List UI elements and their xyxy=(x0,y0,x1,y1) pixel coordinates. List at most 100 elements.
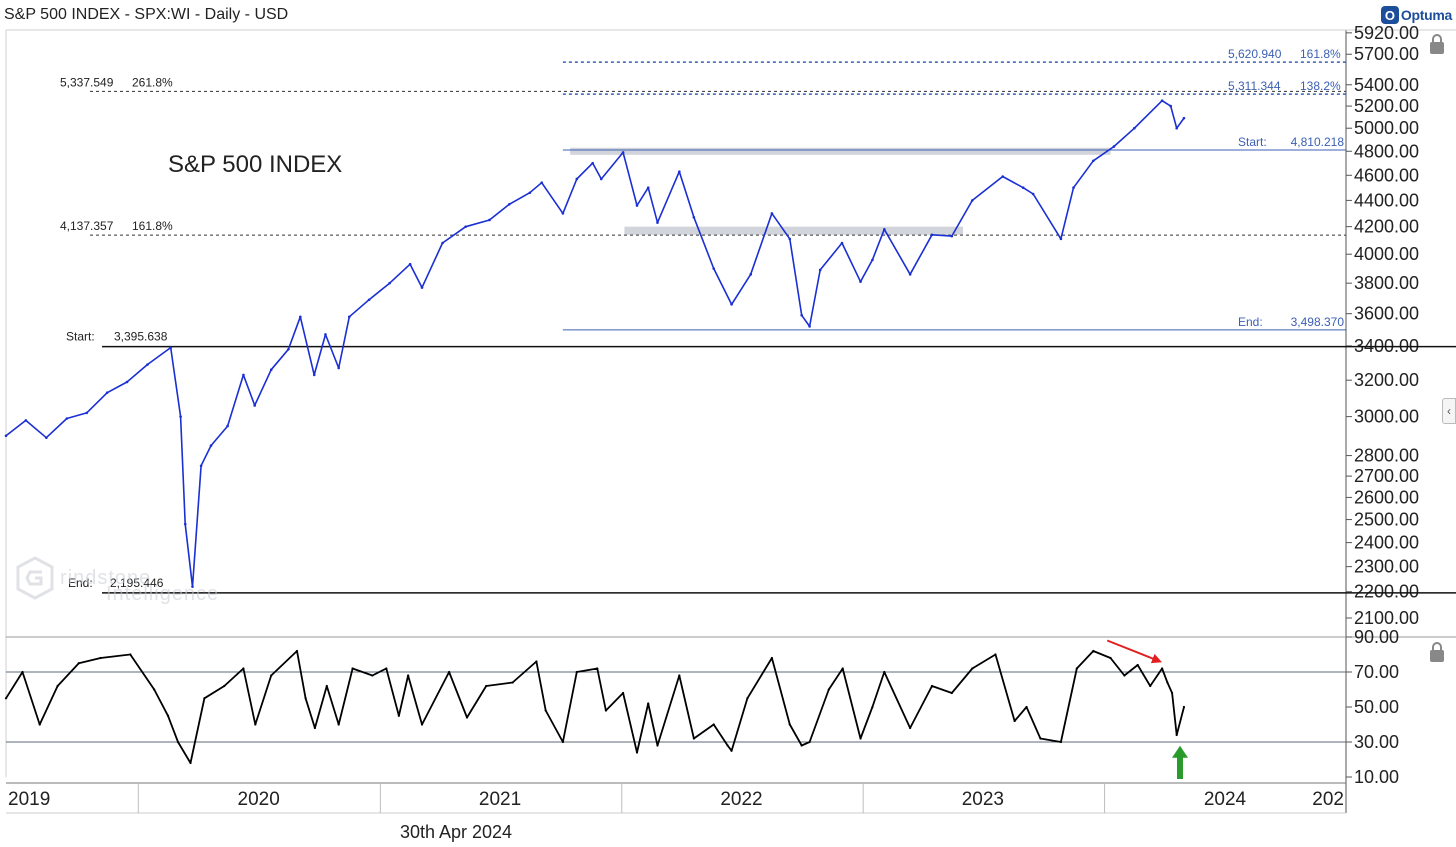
osc-point xyxy=(189,761,192,765)
price-point xyxy=(24,419,28,422)
price-point xyxy=(464,225,467,228)
osc-point xyxy=(859,737,862,740)
osc-point xyxy=(1075,667,1078,670)
price-point xyxy=(840,241,844,245)
osc-point xyxy=(203,697,206,700)
osc-point xyxy=(1182,705,1186,709)
year-label: 2022 xyxy=(720,789,762,810)
price-point xyxy=(575,177,579,181)
year-label: 2024 xyxy=(1204,789,1247,810)
price-tick-label: 2100.00 xyxy=(1354,608,1419,628)
osc-point xyxy=(153,688,156,691)
year-label: 2019 xyxy=(8,789,50,810)
lock-icon[interactable] xyxy=(1430,642,1444,662)
end_left-label: End: xyxy=(68,576,93,590)
price-point xyxy=(1133,126,1136,130)
osc-point xyxy=(730,749,733,752)
osc-tick-label: 10.00 xyxy=(1354,767,1399,787)
price-point xyxy=(209,444,213,447)
price-point xyxy=(312,373,316,377)
price-tick-label: 5000.00 xyxy=(1354,118,1419,138)
price-point xyxy=(1031,192,1035,196)
osc-point xyxy=(575,670,578,674)
year-label: 2020 xyxy=(238,789,280,810)
start_right-label: Start: xyxy=(1238,135,1267,149)
grindstone-watermark: rindstone Intelligence xyxy=(16,556,219,604)
osc-point xyxy=(678,674,681,677)
price-point xyxy=(1072,186,1075,189)
chart-title-bar: S&P 500 INDEX - SPX:WI - Daily - USD xyxy=(4,6,289,23)
price-point xyxy=(179,415,182,418)
price-point xyxy=(347,315,351,319)
price-panel-title: S&P 500 INDEX xyxy=(168,151,342,178)
price-point xyxy=(800,313,803,317)
price-point xyxy=(1001,175,1005,178)
price-point xyxy=(635,204,639,207)
osc-point xyxy=(930,684,934,688)
watermark-line2: Intelligence xyxy=(106,583,220,605)
lock-icon[interactable] xyxy=(1430,34,1444,54)
price-tick-label: 3800.00 xyxy=(1354,273,1419,293)
osc-point xyxy=(270,674,273,677)
osc-point xyxy=(692,737,695,740)
chevron-left-icon[interactable]: ‹ xyxy=(1442,398,1456,424)
year-label: 202 xyxy=(1312,789,1344,810)
price-point xyxy=(730,303,733,306)
osc-point xyxy=(371,674,374,677)
optuma-brand: Optuma xyxy=(1400,7,1452,23)
price-point xyxy=(859,280,862,283)
osc-point xyxy=(1059,740,1063,744)
osc-point xyxy=(544,709,547,712)
price-point xyxy=(930,233,934,237)
resistance-zone xyxy=(570,147,1111,155)
osc-point xyxy=(770,656,774,660)
osc-point xyxy=(448,670,451,674)
price-tick-label: 4000.00 xyxy=(1354,244,1419,264)
osc-point xyxy=(407,674,410,677)
price-point xyxy=(183,522,187,526)
start_left-label: Start: xyxy=(66,330,95,344)
osc-point xyxy=(1136,663,1139,667)
price-point xyxy=(105,391,109,394)
fib-ratio-label: 261.8% xyxy=(132,75,173,89)
osc-point xyxy=(420,723,424,726)
osc-tick-label: 30.00 xyxy=(1354,732,1399,752)
osc-series-line xyxy=(5,650,1185,764)
footer-date-text: 30th Apr 2024 xyxy=(399,822,513,842)
price-point xyxy=(678,170,681,173)
price-tick-label: 2500.00 xyxy=(1354,510,1419,530)
price-tick-label: 3600.00 xyxy=(1354,304,1419,324)
price-point xyxy=(692,216,696,219)
osc-point xyxy=(397,714,400,717)
osc-point xyxy=(511,681,514,684)
price-point xyxy=(508,202,511,206)
osc-point xyxy=(726,744,729,747)
price-tick-label: 2300.00 xyxy=(1354,557,1419,577)
end_right-value: 3,498.370 xyxy=(1291,315,1345,329)
osc-point xyxy=(656,744,659,747)
price-point xyxy=(242,373,245,377)
price-point xyxy=(169,346,172,349)
osc-point xyxy=(465,716,469,719)
price-point xyxy=(749,273,753,276)
fib-projection-ratio-label: 138.2% xyxy=(1300,79,1341,93)
price-point xyxy=(367,298,371,302)
price-point xyxy=(788,237,792,241)
osc-point xyxy=(1092,649,1095,653)
price-point xyxy=(808,325,811,328)
price-point xyxy=(908,273,912,276)
price-point xyxy=(712,267,715,270)
price-point xyxy=(287,347,290,351)
price-point xyxy=(621,151,625,154)
osc-point xyxy=(325,684,328,688)
footer-date: 30th Apr 2024 xyxy=(0,822,1456,843)
osc-point xyxy=(1170,691,1174,695)
osc-point xyxy=(788,723,791,726)
oversold-arrow-head xyxy=(1171,745,1188,758)
optuma-logo-mark: O xyxy=(1380,6,1399,24)
osc-point xyxy=(176,740,180,744)
osc-point xyxy=(166,714,170,717)
end_left-value: 2,195.446 xyxy=(110,576,164,590)
fib-projection-price-label: 5,311.344 xyxy=(1228,79,1281,93)
